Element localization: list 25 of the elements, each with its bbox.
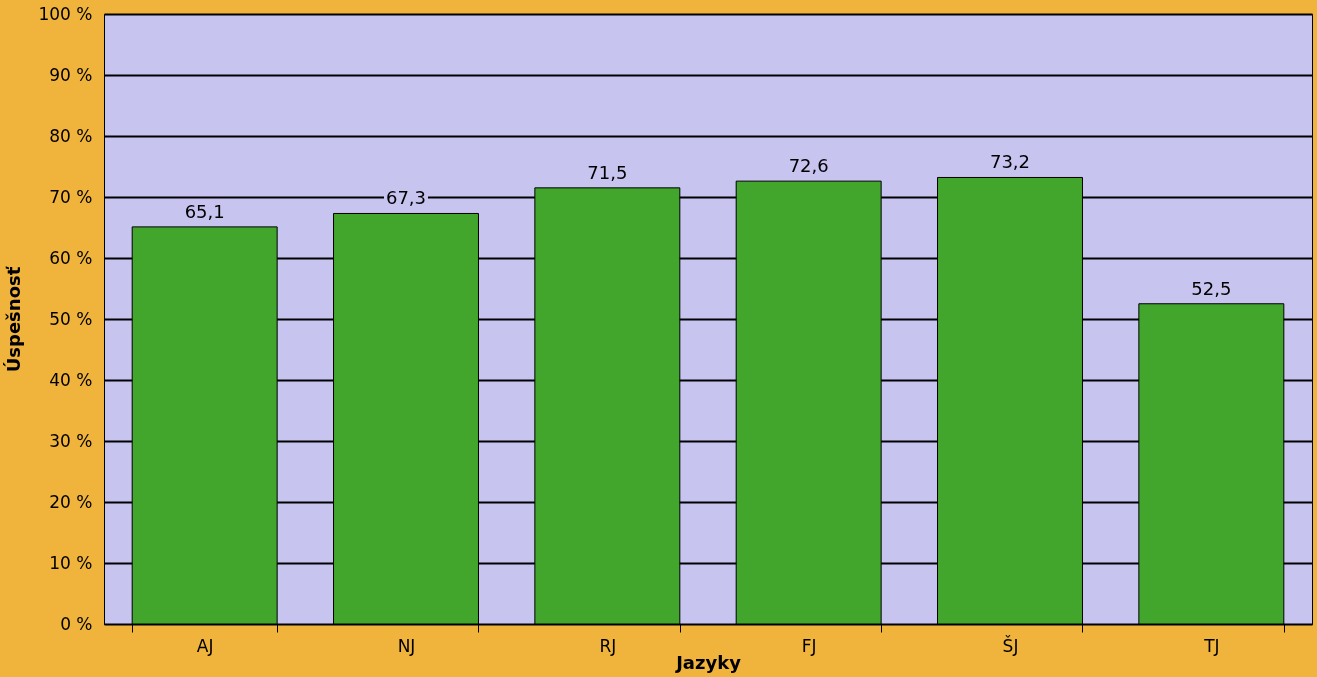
y-tick-label: 0 % — [60, 613, 93, 634]
y-axis-title: Úspešnosť — [3, 265, 25, 373]
data-label: 65,1 — [184, 200, 225, 222]
y-tick-label: 30 % — [49, 430, 93, 451]
data-label: 71,5 — [587, 161, 628, 183]
x-axis-title: Jazyky — [674, 651, 742, 673]
data-label: 73,2 — [989, 151, 1031, 173]
y-tick-label: 10 % — [49, 552, 93, 573]
data-label: 52,5 — [1191, 277, 1232, 299]
x-tick-label: RJ — [599, 635, 617, 656]
y-tick-label: 100 % — [38, 3, 93, 24]
x-tick-label: ŠJ — [1002, 634, 1019, 656]
y-tick-label: 40 % — [49, 369, 93, 390]
x-tick-label: AJ — [196, 635, 214, 656]
data-label: 72,6 — [788, 155, 829, 177]
x-tick-label: TJ — [1203, 635, 1220, 656]
x-tick-label: NJ — [397, 635, 416, 656]
y-tick-label: 70 % — [49, 186, 93, 207]
y-tick-label: 90 % — [49, 64, 93, 85]
y-tick-label: 80 % — [49, 125, 93, 146]
y-tick-label: 20 % — [49, 491, 93, 512]
data-label: 67,3 — [385, 187, 427, 209]
y-tick-label: 50 % — [49, 308, 93, 329]
x-tick-label: FJ — [801, 635, 817, 656]
y-tick-label: 60 % — [49, 247, 93, 268]
